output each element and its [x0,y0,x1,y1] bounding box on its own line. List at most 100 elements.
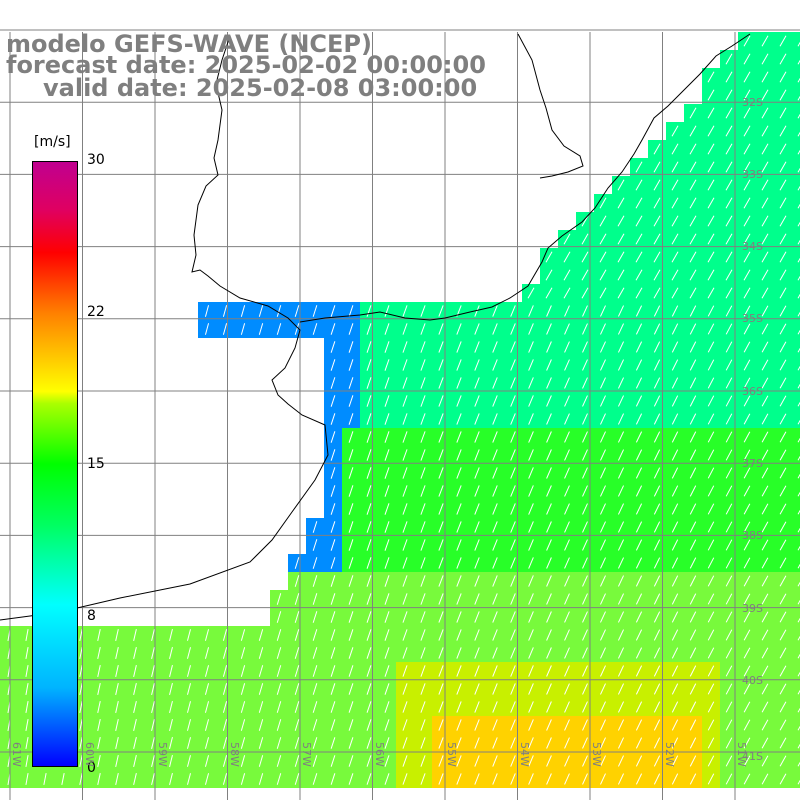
wind-arrow [546,557,552,569]
wind-arrow [366,611,372,623]
wind-arrow [689,701,697,713]
wind-arrow [528,665,534,677]
wind-arrow [474,575,480,587]
wind-arrow [276,647,282,659]
wind-arrow [635,683,643,695]
wind-arrow [402,323,408,335]
wind-arrow [761,161,769,173]
wind-arrow [671,557,679,569]
wind-arrow [653,629,661,641]
wind-arrow [743,305,751,317]
wind-arrow [617,431,625,443]
wind-arrow [330,755,336,767]
lat-label: 33S [742,168,763,181]
wind-arrow [384,395,390,407]
wind-speed-cell [792,122,800,140]
wind-arrow [725,377,733,389]
wind-arrow [797,725,800,731]
wind-speed-cell [792,770,800,788]
wind-arrow [546,539,552,551]
wind-arrow [330,323,336,335]
wind-arrow [438,701,444,713]
wind-arrow [222,773,228,785]
wind-speed-cell [792,356,800,374]
wind-arrow [743,521,751,533]
wind-arrow [510,575,516,587]
wind-arrow [402,611,408,623]
wind-arrow [653,701,661,713]
wind-arrow [761,575,769,587]
wind-arrow [725,647,733,659]
wind-arrow [133,773,137,785]
wind-speed-cell [792,482,800,500]
wind-arrow [582,629,588,641]
wind-arrow [635,467,643,479]
wind-arrow [222,647,228,659]
wind-arrow [528,557,534,569]
wind-arrow [528,521,534,533]
wind-arrow [510,683,516,695]
wind-speed-cell [792,194,800,212]
wind-arrow [582,647,588,659]
wind-arrow [617,413,625,425]
wind-arrow [617,215,625,227]
wind-arrow [635,575,643,587]
wind-arrow [402,755,408,767]
wind-arrow [420,377,426,389]
wind-arrow [797,563,800,569]
wind-arrow [258,719,264,731]
wind-arrow [25,755,29,767]
wind-arrow [474,683,480,695]
wind-arrow [671,413,679,425]
wind-arrow [779,521,787,533]
wind-arrow [43,773,47,785]
wind-arrow [582,485,588,497]
wind-arrow [187,629,191,641]
wind-arrow [546,323,552,335]
wind-arrow [348,629,354,641]
wind-arrow [492,557,498,569]
lon-label: 52W [663,742,676,767]
wind-arrow [564,323,570,335]
wind-arrow [151,683,155,695]
valid-date: valid date: 2025-02-08 03:00:00 [43,74,478,102]
wind-arrow [797,743,800,749]
wind-speed-cell [792,626,800,644]
wind-arrow [474,395,480,407]
wind-arrow [635,341,643,353]
wind-arrow [743,683,751,695]
wind-arrow [438,683,444,695]
wind-arrow [671,467,679,479]
wind-arrow [438,539,444,551]
wind-arrow [510,593,516,605]
wind-arrow [366,593,372,605]
wind-speed-cell [792,104,800,122]
wind-arrow [151,755,155,767]
wind-arrow [528,719,534,731]
wind-arrow [222,701,228,713]
wind-arrow [384,629,390,641]
wind-arrow [671,665,679,677]
wind-arrow [240,701,246,713]
wind-arrow [366,719,372,731]
wind-arrow [564,611,570,623]
wind-arrow [456,413,462,425]
wind-arrow [635,287,643,299]
wind-arrow [635,557,643,569]
wind-arrow [743,413,751,425]
wind-arrow [240,773,246,785]
wind-arrow [294,629,300,641]
wind-arrow [258,701,264,713]
wind-arrow [725,107,733,119]
wind-arrow [510,305,516,317]
wind-arrow [743,179,751,191]
wind-arrow [510,701,516,713]
wind-arrow [240,755,246,767]
wind-arrow [582,521,588,533]
wind-arrow [294,305,300,317]
wind-arrow [366,485,372,497]
wind-arrow [797,671,800,677]
wind-arrow [384,539,390,551]
wind-arrow [402,737,408,749]
wind-arrow [779,107,787,119]
